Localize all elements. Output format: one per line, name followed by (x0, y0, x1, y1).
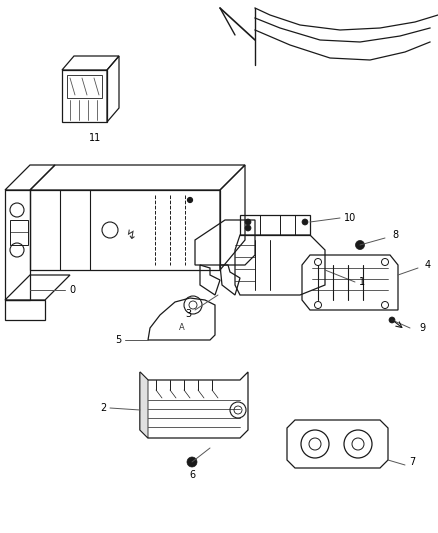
Polygon shape (140, 372, 148, 438)
Text: 5: 5 (115, 335, 121, 345)
Text: 4: 4 (425, 260, 431, 270)
Text: 6: 6 (189, 470, 195, 480)
Circle shape (356, 240, 364, 249)
Text: 7: 7 (409, 457, 415, 467)
Circle shape (187, 198, 192, 203)
Text: 10: 10 (344, 213, 356, 223)
Text: A: A (179, 324, 185, 333)
Text: 0: 0 (69, 285, 75, 295)
Circle shape (389, 317, 395, 323)
Text: 11: 11 (89, 133, 101, 143)
Text: 9: 9 (419, 323, 425, 333)
Text: ↯: ↯ (125, 229, 135, 241)
Text: 8: 8 (392, 230, 398, 240)
Circle shape (245, 219, 251, 225)
Circle shape (245, 225, 251, 231)
Circle shape (187, 457, 197, 467)
Text: 2: 2 (100, 403, 106, 413)
Circle shape (302, 219, 308, 225)
Text: 1: 1 (359, 277, 365, 287)
Text: 3: 3 (185, 309, 191, 319)
